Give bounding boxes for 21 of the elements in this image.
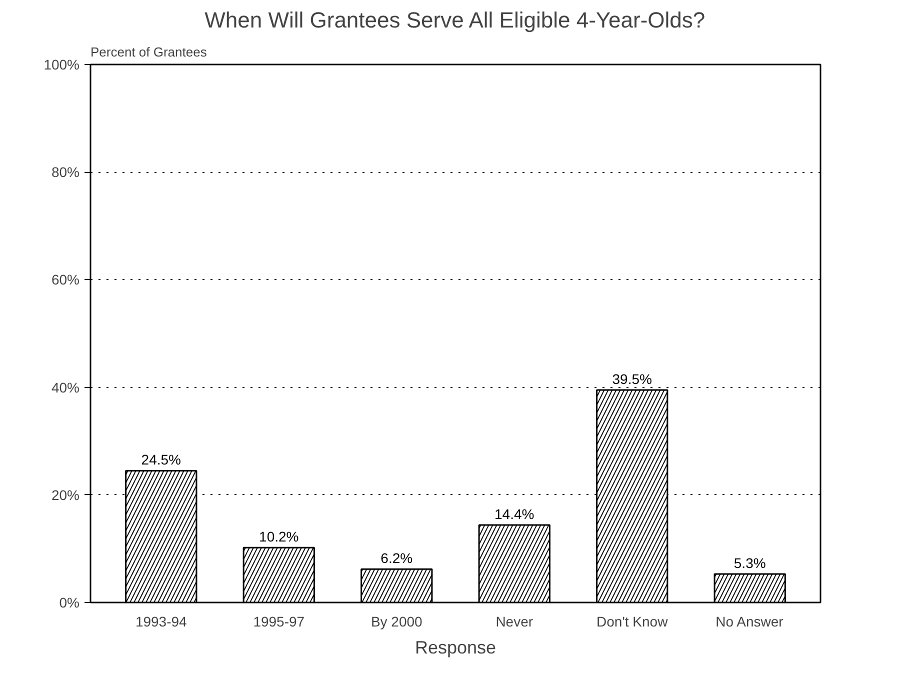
chart-title: When Will Grantees Serve All Eligible 4-Year-Olds? (204, 8, 706, 32)
y-tick-label: 60% (51, 272, 80, 288)
data-label: 14.4% (494, 506, 534, 522)
y-tick-label: 40% (51, 379, 80, 396)
x-tick-label: 1993-94 (135, 614, 188, 630)
y-tick-label: 80% (51, 164, 80, 180)
x-tick-label: Don't Know (596, 614, 669, 630)
x-axis-title: Response (414, 638, 496, 658)
data-label: 24.5% (141, 452, 181, 468)
y-tick-label: 100% (44, 56, 80, 72)
x-tick-label: No Answer (716, 614, 784, 630)
y-tick-label: 0% (59, 594, 80, 610)
x-tick-label: Never (496, 614, 534, 630)
data-label: 39.5% (612, 370, 652, 387)
data-label: 6.2% (380, 550, 413, 566)
data-label: 5.3% (734, 554, 766, 571)
x-tick-label: 1995-97 (253, 614, 305, 630)
y-tick-label: 20% (51, 486, 80, 503)
y-axis-title: Percent of Grantees (90, 44, 208, 60)
data-label: 10.2% (259, 528, 299, 545)
x-tick-label: By 2000 (370, 614, 423, 630)
